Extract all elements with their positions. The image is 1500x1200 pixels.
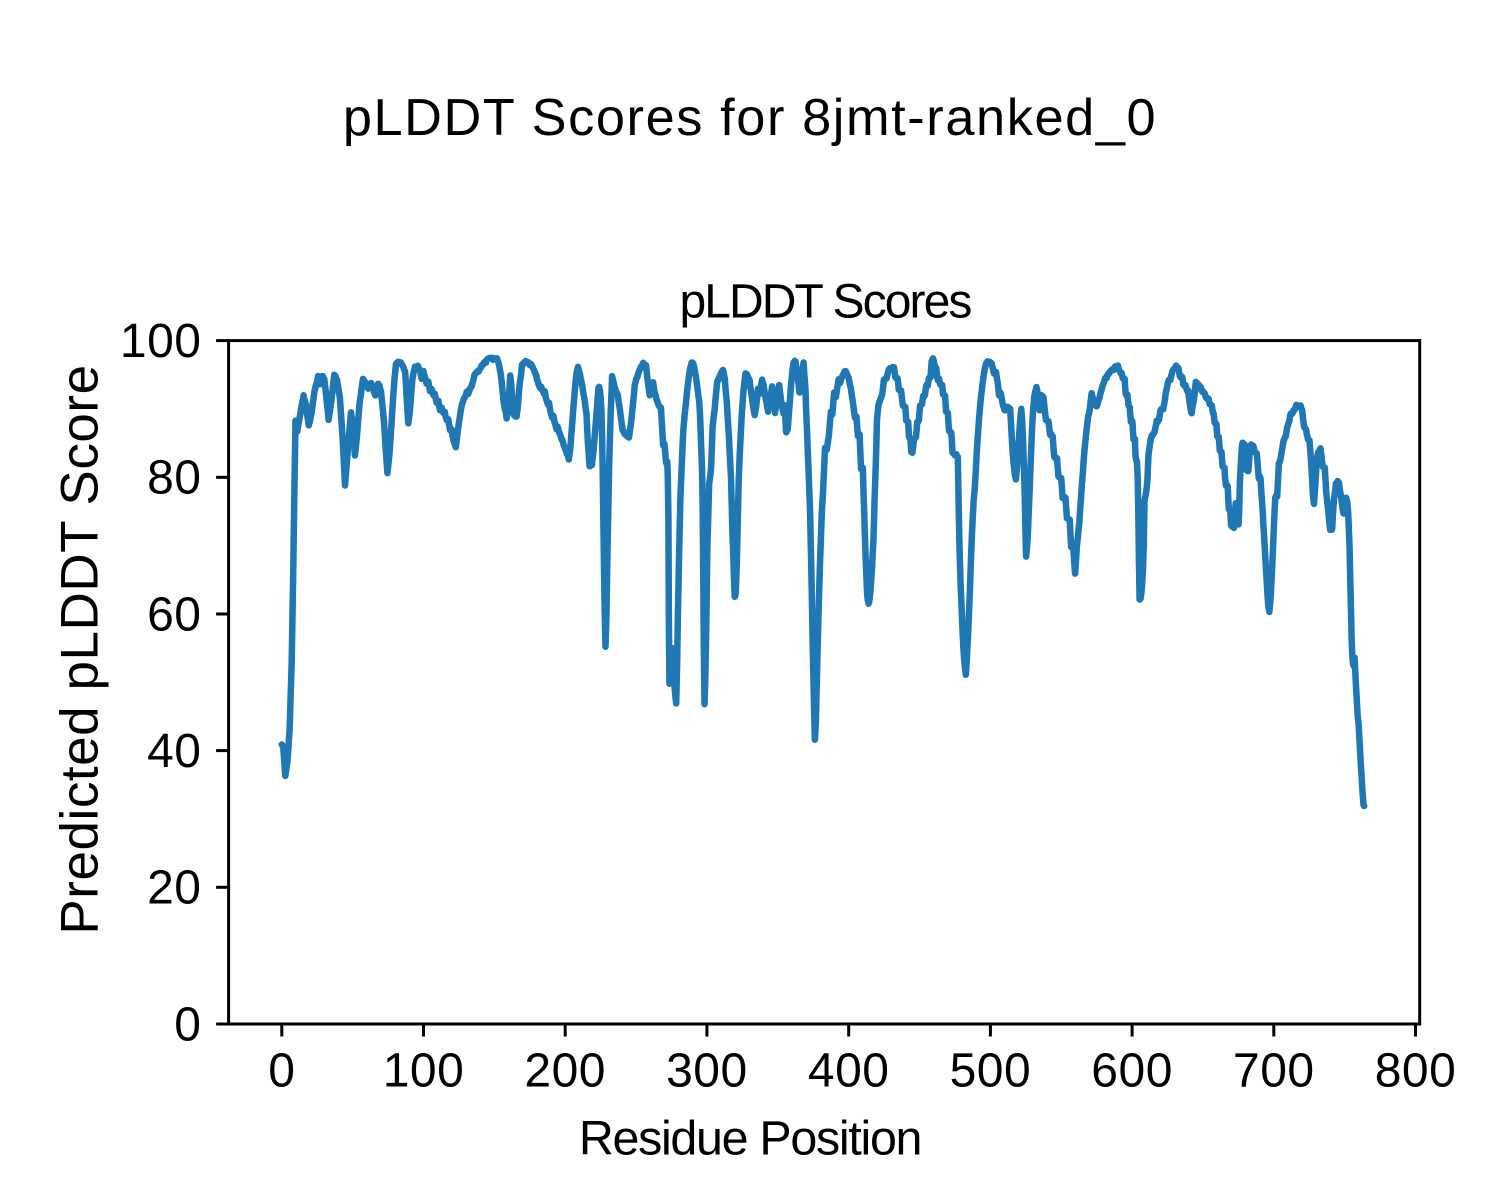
svg-text:Residue Position: Residue Position — [579, 1111, 921, 1165]
svg-text:600: 600 — [1091, 1044, 1173, 1097]
svg-text:700: 700 — [1233, 1044, 1315, 1097]
svg-text:0: 0 — [174, 998, 201, 1051]
svg-text:800: 800 — [1375, 1044, 1457, 1097]
svg-text:pLDDT Scores for 8jmt-ranked_0: pLDDT Scores for 8jmt-ranked_0 — [343, 89, 1157, 147]
svg-text:40: 40 — [147, 725, 201, 778]
svg-text:100: 100 — [120, 315, 202, 368]
svg-text:400: 400 — [808, 1044, 890, 1097]
svg-text:200: 200 — [524, 1044, 606, 1097]
svg-text:500: 500 — [950, 1044, 1032, 1097]
svg-text:0: 0 — [268, 1044, 295, 1097]
svg-text:20: 20 — [147, 862, 201, 915]
svg-text:100: 100 — [383, 1044, 465, 1097]
svg-text:60: 60 — [147, 588, 201, 641]
svg-text:300: 300 — [666, 1044, 748, 1097]
svg-text:80: 80 — [147, 452, 201, 505]
svg-text:Predicted pLDDT Score: Predicted pLDDT Score — [51, 364, 110, 934]
svg-text:pLDDT Scores: pLDDT Scores — [679, 276, 971, 329]
